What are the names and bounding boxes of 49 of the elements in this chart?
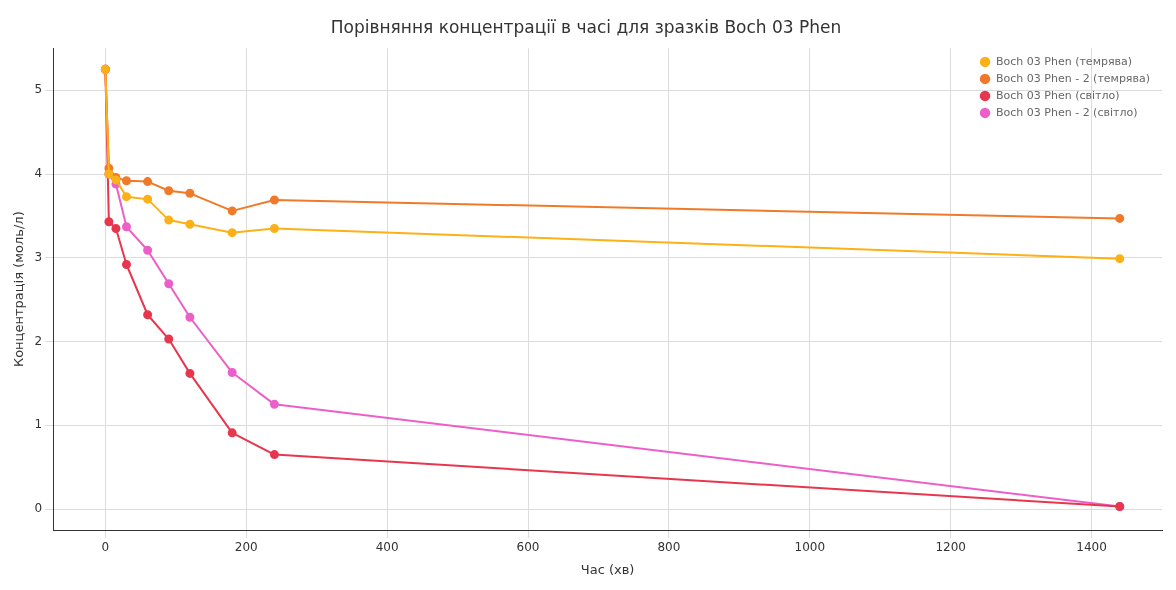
point [122,222,131,232]
point [143,177,153,187]
point [1115,213,1125,223]
x-tick-label: 1400 [1076,540,1107,555]
point [269,450,279,460]
point [227,428,237,438]
point [185,368,195,378]
y-tick-label: 1 [34,417,43,432]
x-tick-label: 0 [101,540,110,555]
point [122,192,131,202]
legend-label: Boch 03 Phen (світло) [996,88,1120,102]
point [143,245,153,255]
point [164,279,174,289]
x-tick-label: 200 [234,540,258,555]
point [185,188,195,198]
y-tick-label: 2 [34,333,43,348]
x-tick-label: 400 [375,540,399,555]
x-tick-label: 600 [516,540,540,555]
x-tick-label: 800 [657,540,681,555]
point [227,228,237,238]
x-tick-label: 1200 [935,540,966,555]
point [269,223,279,233]
point [269,195,279,205]
point [111,223,121,233]
point [164,334,174,344]
point [104,217,114,227]
legend-label: Boch 03 Phen (темрява) [996,54,1133,68]
y-tick-label: 4 [34,166,43,181]
point [185,312,195,322]
legend-label: Boch 03 Phen - 2 (темрява) [996,71,1150,85]
y-tick-label: 3 [34,249,43,264]
y-axis-title: Концентрація (моль/л) [11,211,27,368]
legend-label: Boch 03 Phen - 2 (світло) [996,105,1138,119]
point [164,186,174,196]
point [227,368,237,378]
point [143,310,153,320]
x-axis-title: Час (хв) [580,561,635,577]
chart-title: Порівняння концентрації в часі для зразків Boch 03 Phen [330,16,842,37]
y-tick-label: 0 [34,501,43,516]
point [1115,254,1125,264]
point [227,206,237,216]
y-tick-label: 5 [34,82,43,97]
point [122,259,131,269]
point [122,176,131,186]
point [164,215,174,225]
point [185,219,195,229]
point [269,399,279,409]
x-tick-label: 1000 [794,540,826,555]
point [143,194,153,204]
